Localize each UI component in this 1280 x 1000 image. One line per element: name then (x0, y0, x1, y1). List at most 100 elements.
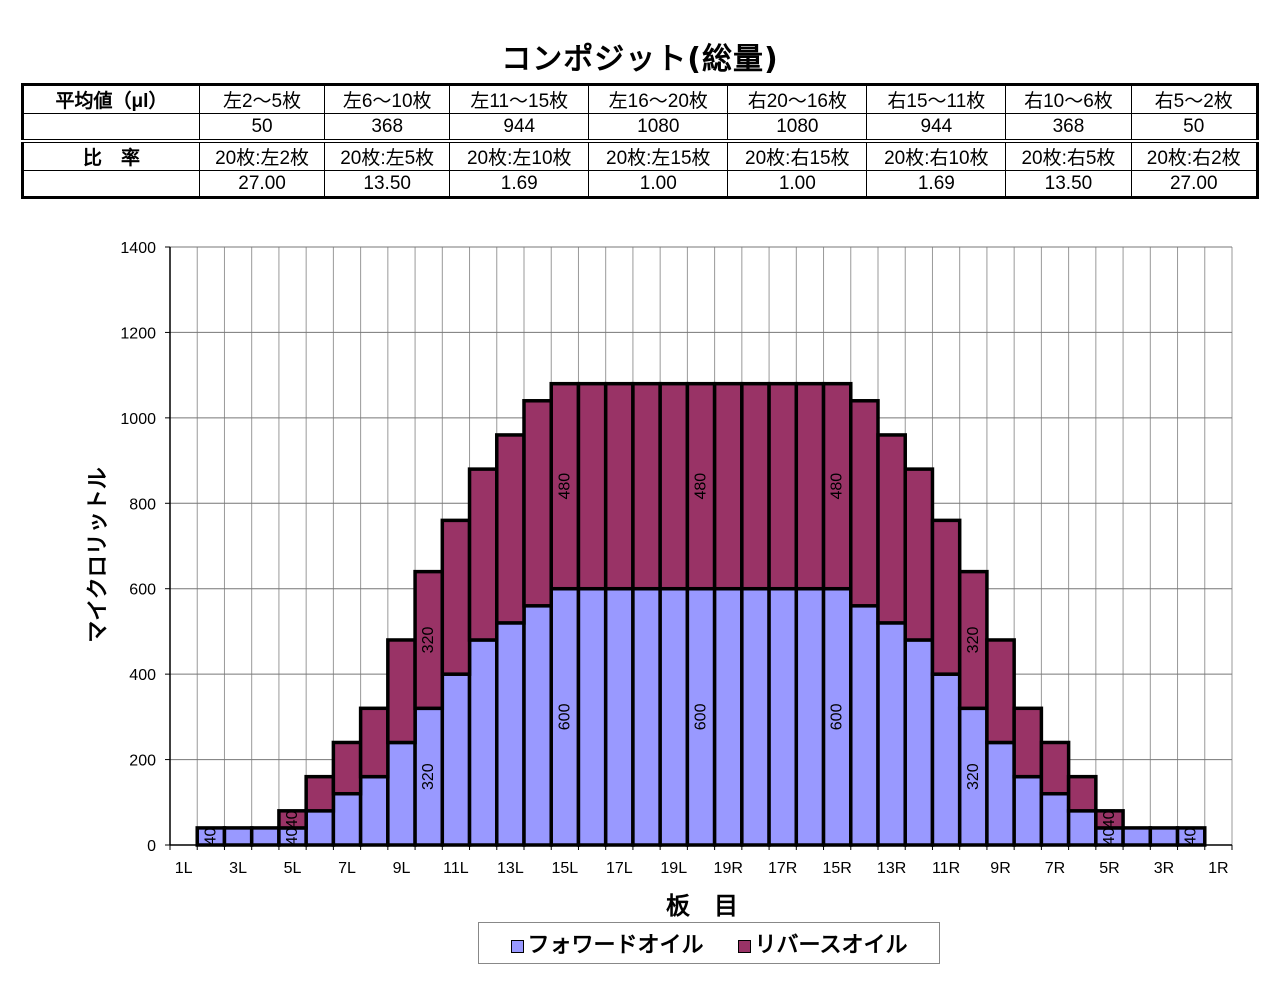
range-header: 左6～10枚 (324, 84, 451, 114)
bar-reverse-oil (467, 467, 499, 642)
data-label: 320 (965, 627, 982, 654)
bar-reverse-oil (685, 381, 717, 591)
y-tick-label: 400 (129, 667, 156, 684)
bars (195, 381, 1207, 847)
ratio-label: 比 率 (22, 139, 200, 171)
bar-forward-oil (794, 586, 826, 847)
bar-forward-oil (576, 586, 608, 847)
bar-reverse-oil (1012, 706, 1044, 779)
data-label: 40 (1101, 827, 1118, 845)
data-label: 600 (829, 703, 846, 730)
bar-reverse-oil (985, 638, 1016, 745)
bar-forward-oil (549, 586, 581, 847)
data-label: 480 (693, 473, 710, 500)
x-tick-label: 9R (990, 860, 1010, 877)
bar-reverse-oil (930, 518, 962, 676)
bar-reverse-oil (794, 381, 826, 591)
ratio-row: 27.00 13.50 1.69 1.00 1.00 1.69 13.50 27… (22, 170, 1258, 198)
range-header: 左16～20枚 (588, 84, 729, 114)
bar-reverse-oil (304, 774, 336, 813)
data-label: 40 (1183, 827, 1200, 845)
data-label: 40 (284, 827, 301, 845)
bar-forward-oil (985, 740, 1016, 847)
average-value: 368 (324, 113, 451, 142)
bar-forward-oil (386, 740, 417, 847)
bar-reverse-oil (386, 638, 417, 745)
bar-forward-oil (222, 826, 254, 847)
x-tick-label: 15L (551, 860, 578, 877)
bar-forward-oil (1066, 809, 1098, 847)
data-label: 600 (556, 703, 573, 730)
data-label: 320 (420, 763, 437, 790)
x-tick-label: 9L (393, 860, 411, 877)
bar-reverse-oil (849, 399, 880, 608)
range-header: 右20～16枚 (727, 84, 868, 114)
bar-forward-oil (740, 586, 771, 847)
bar-reverse-oil (576, 381, 608, 591)
x-tick-label: 3L (229, 860, 247, 877)
avg-label: 平均値（μl） (22, 84, 200, 114)
bar-forward-oil (495, 621, 526, 847)
data-label: 480 (829, 473, 846, 500)
bar-reverse-oil (358, 706, 390, 779)
ratio-value: 27.00 (198, 170, 326, 198)
y-tick-label: 1400 (120, 240, 156, 257)
bar-reverse-oil (1066, 774, 1098, 813)
bar-forward-oil (1012, 774, 1044, 847)
ratio-header: 20枚:右2枚 (1130, 139, 1258, 171)
range-header: 左11～15枚 (449, 84, 590, 114)
blank-cell (22, 170, 200, 198)
average-row: 50 368 944 1080 1080 944 368 50 (22, 113, 1258, 142)
x-tick-label: 15R (822, 860, 851, 877)
bar-forward-oil (467, 638, 499, 847)
y-tick-label: 1000 (120, 411, 156, 428)
bar-reverse-oil (740, 381, 771, 591)
bar-forward-oil (712, 586, 744, 847)
average-value: 50 (198, 113, 326, 142)
bar-reverse-oil (712, 381, 744, 591)
range-header: 左2～5枚 (198, 84, 326, 114)
x-tick-label: 1L (175, 860, 193, 877)
bar-reverse-oil (549, 381, 581, 591)
bar-forward-oil (631, 586, 662, 847)
bar-reverse-oil (1094, 809, 1125, 830)
x-tick-label: 11L (443, 860, 469, 877)
bar-reverse-oil (522, 399, 553, 608)
data-label: 320 (420, 627, 437, 654)
y-tick-label: 1200 (120, 325, 156, 342)
ratio-header: 20枚:右5枚 (1005, 139, 1132, 171)
x-tick-label: 13L (497, 860, 524, 877)
bar-reverse-oil (658, 381, 690, 591)
ratio-value: 1.00 (727, 170, 868, 198)
data-label: 480 (556, 473, 573, 500)
bar-reverse-oil (1039, 740, 1071, 796)
y-tick-label: 200 (129, 753, 156, 770)
bar-forward-oil (1121, 826, 1153, 847)
bar-reverse-oil (903, 467, 935, 642)
ratio-header: 20枚:右15枚 (727, 139, 868, 171)
legend-label-forward: フォワードオイル (527, 933, 704, 958)
data-label: 600 (693, 703, 710, 730)
bar-reverse-oil (277, 809, 308, 830)
bar-forward-oil (413, 706, 445, 847)
bar-forward-oil (358, 774, 390, 847)
bar-forward-oil (849, 604, 880, 847)
average-value: 944 (449, 113, 590, 142)
ratio-header: 20枚:左15枚 (588, 139, 729, 171)
x-tick-label: 13R (877, 860, 906, 877)
x-tick-label: 3R (1154, 860, 1174, 877)
bar-forward-oil (331, 791, 363, 847)
bar-reverse-oil (440, 518, 472, 676)
legend: フォワードオイル リバースオイル (478, 922, 940, 964)
legend-item-reverse: リバースオイル (737, 927, 907, 959)
ratio-header-row: 比 率 20枚:左2枚 20枚:左5枚 20枚:左10枚 20枚:左15枚 20… (22, 139, 1258, 171)
legend-swatch-forward (510, 939, 524, 953)
y-axis-title: マイクロリットル (86, 467, 111, 643)
bar-forward-oil (658, 586, 690, 847)
bar-forward-oil (249, 826, 281, 847)
ratio-value: 1.69 (449, 170, 590, 198)
y-tick-label: 600 (129, 582, 156, 599)
x-tick-label: 7L (338, 860, 356, 877)
